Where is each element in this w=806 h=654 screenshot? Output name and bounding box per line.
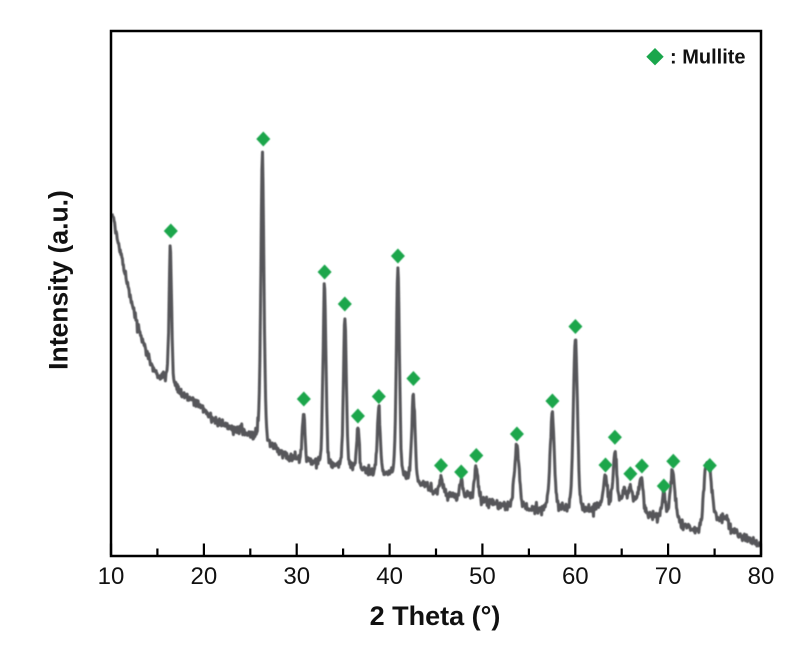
svg-text:50: 50 [469, 563, 496, 590]
svg-text:40: 40 [376, 563, 403, 590]
svg-text:10: 10 [98, 563, 125, 590]
svg-text:80: 80 [748, 563, 775, 590]
svg-text:Intensity (a.u.): Intensity (a.u.) [44, 190, 74, 370]
svg-text:: Mullite: : Mullite [670, 47, 746, 69]
svg-text:20: 20 [191, 563, 218, 590]
svg-text:70: 70 [655, 563, 682, 590]
svg-text:30: 30 [283, 563, 310, 590]
svg-text:60: 60 [562, 563, 589, 590]
svg-text:2 Theta (°): 2 Theta (°) [370, 601, 501, 631]
